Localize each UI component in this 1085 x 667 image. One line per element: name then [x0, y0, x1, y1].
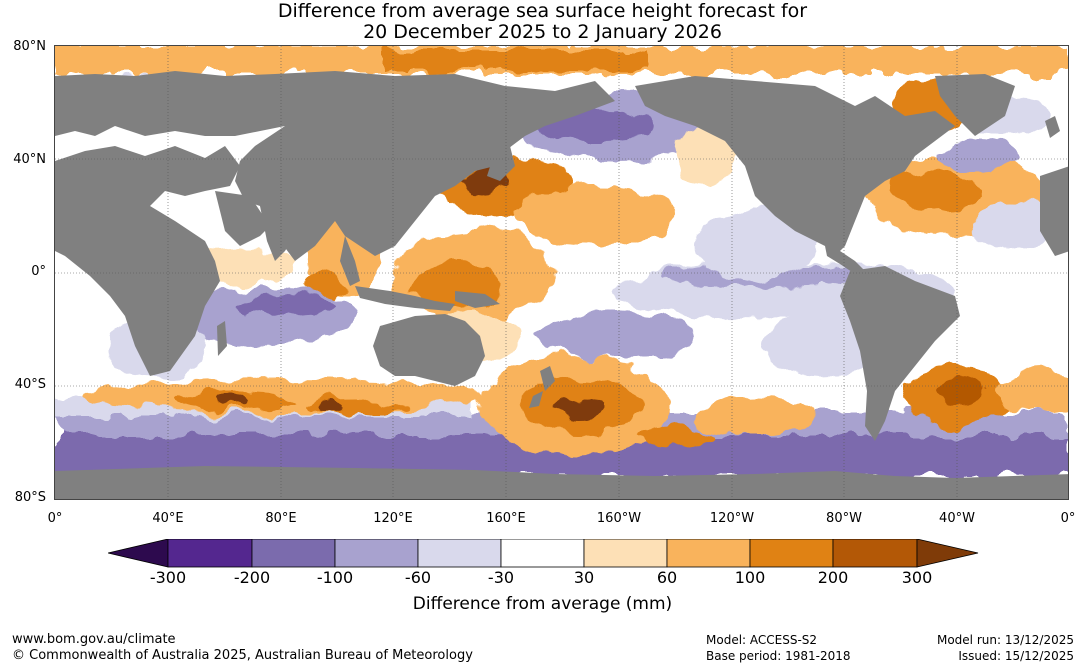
colorbar-tick-minus200: -200: [233, 568, 271, 587]
lon-label-40w: 40°W: [939, 511, 975, 526]
antarctica: [55, 466, 1068, 499]
colorbar-below-min-arrow: [108, 539, 169, 568]
colorbar-segment-1: [167, 539, 253, 568]
arabian-peninsula: [215, 191, 270, 246]
australia: [373, 314, 485, 386]
lat-label-40n: 40°N: [13, 152, 46, 167]
colorbar-tick-30: 30: [573, 568, 595, 587]
colorbar-tick-200: 200: [817, 568, 849, 587]
lat-label-80s: 80°S: [14, 490, 46, 505]
north-america: [635, 76, 955, 256]
lat-label-80n: 80°N: [13, 39, 46, 54]
japan: [487, 146, 515, 181]
map-canvas: [55, 46, 1068, 499]
africa-europe-landmass: [55, 146, 240, 376]
indian-ocean-positive-band: [85, 378, 485, 414]
colorbar-tick-100: 100: [734, 568, 766, 587]
lon-label-120w: 120°W: [709, 511, 755, 526]
colorbar-segment-3: [334, 539, 419, 568]
footer-issued: Issued: 15/12/2025: [958, 649, 1074, 663]
colorbar-label: Difference from average (mm): [412, 594, 673, 614]
eurasia-landmass: [55, 71, 615, 261]
colorbar-segment-4: [417, 539, 502, 568]
lat-label-equator: 0°: [31, 264, 46, 279]
colorbar-segment-6: [583, 539, 668, 568]
colorbar-tick-60: 60: [656, 568, 678, 587]
central-america: [825, 246, 865, 274]
colorbar-segment-8: [749, 539, 834, 568]
indonesia: [355, 286, 455, 311]
colorbar-segment-7: [666, 539, 751, 568]
colorbar-above-max-arrow: [916, 539, 979, 568]
southeast-asia: [340, 236, 360, 286]
lon-label-0-right: 0°: [1060, 511, 1076, 526]
new-guinea: [455, 291, 500, 308]
lon-label-120e: 120°E: [373, 511, 413, 526]
lon-label-160e: 160°E: [486, 511, 526, 526]
lon-label-160w: 160°W: [596, 511, 642, 526]
footer-copyright: © Commonwealth of Australia 2025, Austra…: [12, 648, 473, 663]
madagascar: [217, 321, 227, 356]
footer-url[interactable]: www.bom.gov.au/climate: [12, 632, 176, 647]
greenland: [935, 74, 1015, 136]
new-zealand-south: [529, 391, 543, 408]
colorbar-tick-minus60: -60: [404, 568, 432, 587]
lat-label-40s: 40°S: [14, 377, 46, 392]
lon-label-80e: 80°E: [265, 511, 297, 526]
colorbar: [108, 539, 979, 568]
africa-east-wrap: [1040, 166, 1068, 256]
lon-label-40e: 40°E: [152, 511, 184, 526]
map-title-line-2: 20 December 2025 to 2 January 2026: [363, 21, 722, 43]
colorbar-segment-2: [251, 539, 336, 568]
colorbar-segment-5: [500, 539, 585, 568]
indian-subcontinent: [260, 206, 300, 261]
lon-label-80w: 80°W: [826, 511, 862, 526]
british-isles: [1045, 116, 1060, 138]
colorbar-tick-minus30: -30: [487, 568, 515, 587]
footer-model-run: Model run: 13/12/2025: [936, 633, 1074, 647]
world-map: [54, 45, 1069, 500]
south-america: [840, 266, 960, 441]
new-zealand: [540, 366, 555, 391]
graticule: [55, 46, 1068, 499]
footer-model: Model: ACCESS-S2: [706, 633, 818, 647]
colorbar-tick-minus100: -100: [316, 568, 354, 587]
colorbar-tick-300: 300: [901, 568, 933, 587]
colorbar-tick-minus300: -300: [149, 568, 187, 587]
land-masses: [55, 71, 1068, 499]
lon-label-0: 0°: [47, 511, 63, 526]
map-title-line-1: Difference from average sea surface heig…: [277, 0, 808, 22]
footer-base-period: Base period: 1981-2018: [706, 649, 851, 663]
colorbar-segment-9: [832, 539, 918, 568]
